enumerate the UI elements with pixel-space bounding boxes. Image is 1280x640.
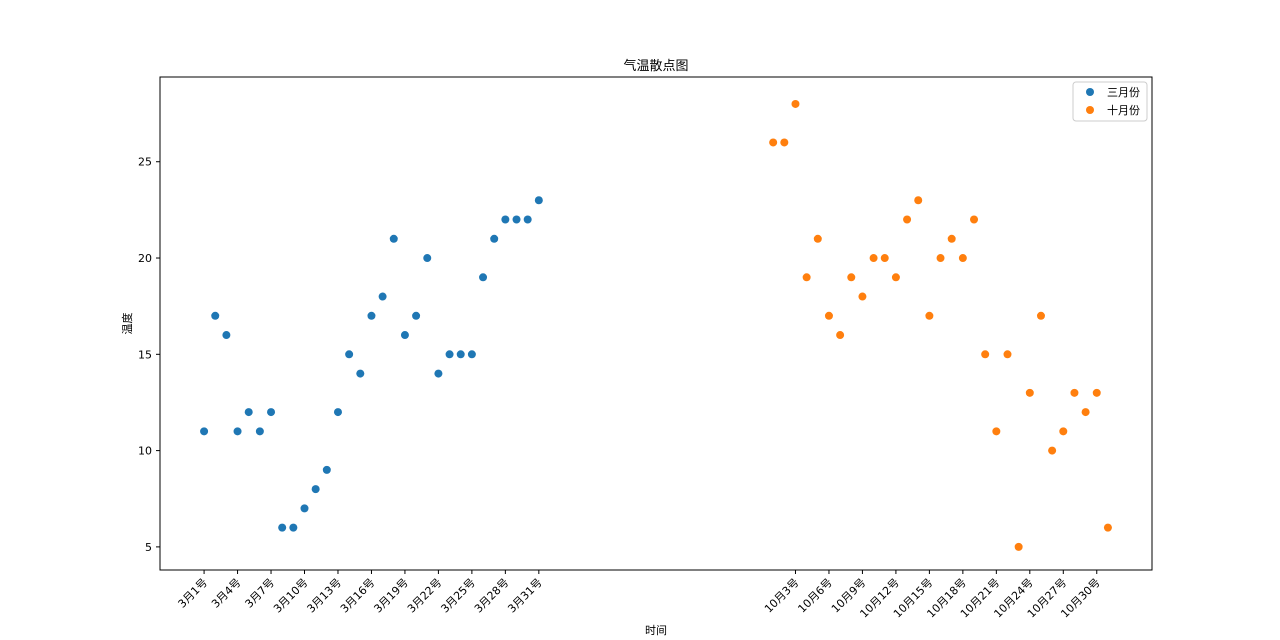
point-series-1-3 <box>802 273 811 282</box>
point-series-0-28 <box>512 215 521 224</box>
y-tick-label: 15 <box>138 348 152 361</box>
point-series-1-17 <box>958 254 967 263</box>
point-series-1-11 <box>891 273 900 282</box>
point-series-1-25 <box>1048 446 1057 455</box>
point-series-1-7 <box>847 273 856 282</box>
point-series-0-11 <box>322 465 331 474</box>
point-series-1-18 <box>970 215 979 224</box>
point-series-1-30 <box>1103 523 1112 532</box>
point-series-0-10 <box>311 485 320 494</box>
point-series-1-22 <box>1014 542 1023 551</box>
point-series-0-1 <box>211 311 220 320</box>
point-series-0-17 <box>389 234 398 243</box>
point-series-0-14 <box>356 369 365 378</box>
point-series-0-13 <box>345 350 354 359</box>
point-series-0-16 <box>378 292 387 301</box>
plot-area-frame <box>159 76 1153 571</box>
x-axis-label: 时间 <box>645 624 667 637</box>
point-series-1-19 <box>981 350 990 359</box>
point-series-0-15 <box>367 311 376 320</box>
legend-marker-october <box>1086 106 1094 114</box>
point-series-1-4 <box>813 234 822 243</box>
point-series-1-27 <box>1070 388 1079 397</box>
point-series-1-14 <box>925 311 934 320</box>
point-series-1-5 <box>824 311 833 320</box>
point-series-1-2 <box>791 99 800 108</box>
point-series-0-12 <box>333 408 342 417</box>
legend-label-october: 十月份 <box>1107 103 1140 117</box>
point-series-1-21 <box>1003 350 1012 359</box>
y-tick-label: 25 <box>138 156 152 169</box>
legend-label-march: 三月份 <box>1107 86 1140 99</box>
point-series-0-18 <box>400 331 409 340</box>
point-series-1-20 <box>992 427 1001 436</box>
point-series-0-9 <box>300 504 309 513</box>
point-series-0-21 <box>434 369 443 378</box>
point-series-1-6 <box>836 331 845 340</box>
point-series-0-26 <box>490 234 499 243</box>
point-series-0-20 <box>423 254 432 263</box>
point-series-1-0 <box>769 138 778 147</box>
y-tick-label: 5 <box>145 541 152 554</box>
point-series-0-23 <box>456 350 465 359</box>
legend: 三月份 十月份 <box>1072 81 1148 122</box>
y-axis-label: 温度 <box>120 313 134 335</box>
point-series-1-13 <box>914 196 923 205</box>
point-series-0-5 <box>255 427 264 436</box>
chart-title: 气温散点图 <box>623 58 688 74</box>
point-series-0-27 <box>501 215 510 224</box>
point-series-0-22 <box>445 350 454 359</box>
y-tick-label: 20 <box>138 252 152 265</box>
point-series-0-0 <box>200 427 209 436</box>
point-series-0-29 <box>523 215 532 224</box>
point-series-1-10 <box>880 254 889 263</box>
point-series-1-16 <box>947 234 956 243</box>
point-series-0-25 <box>479 273 488 282</box>
y-axis-ticks: 5 10 15 20 25 <box>138 156 160 554</box>
point-series-1-15 <box>936 254 945 263</box>
point-series-1-26 <box>1059 427 1068 436</box>
point-series-0-24 <box>467 350 476 359</box>
legend-marker-march <box>1086 88 1094 96</box>
y-tick-label: 10 <box>138 445 152 458</box>
point-series-0-19 <box>412 311 421 320</box>
point-series-1-8 <box>858 292 867 301</box>
point-series-1-9 <box>869 254 878 263</box>
point-series-1-29 <box>1092 388 1101 397</box>
point-series-0-3 <box>233 427 242 436</box>
point-series-1-24 <box>1036 311 1045 320</box>
data-points <box>200 99 1112 551</box>
point-series-0-30 <box>534 196 543 205</box>
point-series-1-12 <box>903 215 912 224</box>
point-series-0-8 <box>289 523 298 532</box>
point-series-0-7 <box>278 523 287 532</box>
point-series-0-4 <box>244 408 253 417</box>
point-series-0-2 <box>222 331 231 340</box>
point-series-1-28 <box>1081 408 1090 417</box>
point-series-1-1 <box>780 138 789 147</box>
point-series-0-6 <box>267 408 276 417</box>
point-series-1-23 <box>1025 388 1034 397</box>
